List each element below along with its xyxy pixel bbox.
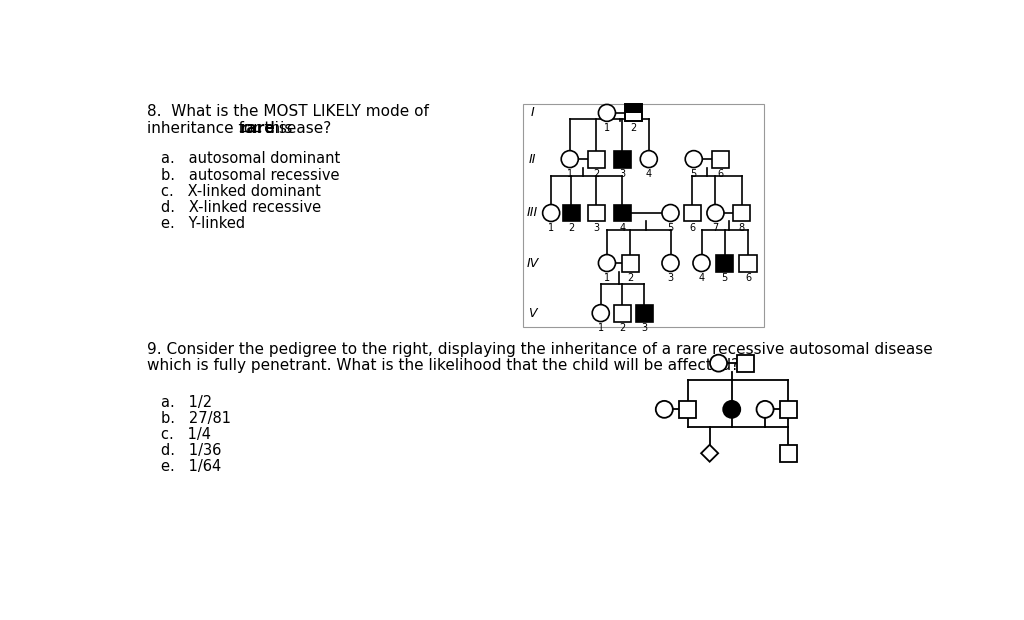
Text: I: I [530,107,535,120]
Text: inheritance for this: inheritance for this [147,121,298,136]
Text: 2: 2 [568,223,574,233]
Circle shape [707,205,724,221]
Text: 6: 6 [717,169,723,179]
Text: d.   X-linked recessive: d. X-linked recessive [162,200,322,215]
Circle shape [723,401,740,418]
Circle shape [655,401,673,418]
Text: II: II [528,153,537,166]
Circle shape [662,255,679,272]
Bar [779,445,797,462]
Text: 1: 1 [548,223,554,233]
Text: which is fully penetrant. What is the likelihood that the child will be affected: which is fully penetrant. What is the li… [147,358,739,373]
Text: 4: 4 [620,223,626,233]
Text: 5: 5 [722,273,728,283]
Text: 1: 1 [598,323,604,333]
Text: disease?: disease? [260,121,331,136]
Circle shape [685,151,702,167]
Bar [588,151,604,167]
Text: 1: 1 [604,273,610,283]
Text: 4: 4 [646,169,652,179]
Text: b.   27/81: b. 27/81 [162,411,231,426]
Bar [779,401,797,418]
Text: 8.  What is the MOST LIKELY mode of: 8. What is the MOST LIKELY mode of [147,104,429,118]
Text: 5: 5 [690,169,697,179]
Text: 3: 3 [641,323,647,333]
Text: a.   autosomal dominant: a. autosomal dominant [162,151,341,166]
Circle shape [561,151,579,167]
Text: 3: 3 [620,169,626,179]
Text: 7: 7 [713,223,719,233]
Bar [739,255,757,272]
Text: 2: 2 [593,169,599,179]
Circle shape [598,104,615,122]
Circle shape [710,355,727,371]
Circle shape [598,255,615,272]
Circle shape [693,255,710,272]
Circle shape [592,304,609,322]
Text: b.   autosomal recessive: b. autosomal recessive [162,167,340,182]
Bar [716,255,733,272]
Bar [614,304,631,322]
Bar [622,255,639,272]
Bar [563,205,580,221]
Text: d.   1/36: d. 1/36 [162,443,222,458]
Bar [636,304,652,322]
Text: a.   1/2: a. 1/2 [162,395,212,410]
Text: rare: rare [240,121,275,136]
Bar [588,205,604,221]
Bar [625,104,642,122]
Text: e.   1/64: e. 1/64 [162,459,221,474]
Bar [733,205,751,221]
Text: 8: 8 [738,223,744,233]
Text: c.   X-linked dominant: c. X-linked dominant [162,184,322,199]
Bar [625,104,642,122]
Text: V: V [528,307,537,319]
Circle shape [640,151,657,167]
Bar [737,355,755,371]
Bar [625,104,642,113]
Text: 2: 2 [630,123,637,133]
Text: 6: 6 [689,223,695,233]
Text: 3: 3 [593,223,599,233]
Bar [523,104,764,327]
Text: 9. Consider the pedigree to the right, displaying the inheritance of a rare rece: 9. Consider the pedigree to the right, d… [147,342,933,357]
Bar [614,205,631,221]
Bar [679,401,696,418]
Text: 2: 2 [627,273,633,283]
Text: c.   1/4: c. 1/4 [162,427,211,442]
Text: 4: 4 [698,273,705,283]
Polygon shape [701,445,718,462]
Circle shape [757,401,773,418]
Text: 1: 1 [604,123,610,133]
Text: 2: 2 [620,323,626,333]
Circle shape [543,205,560,221]
Text: IV: IV [526,257,539,270]
Text: III: III [527,206,539,219]
Bar [614,151,631,167]
Text: 6: 6 [744,273,751,283]
Bar [684,205,700,221]
Text: 5: 5 [668,223,674,233]
Text: 1: 1 [566,169,572,179]
Circle shape [662,205,679,221]
Text: 3: 3 [668,273,674,283]
Bar [712,151,729,167]
Text: e.   Y-linked: e. Y-linked [162,216,246,231]
